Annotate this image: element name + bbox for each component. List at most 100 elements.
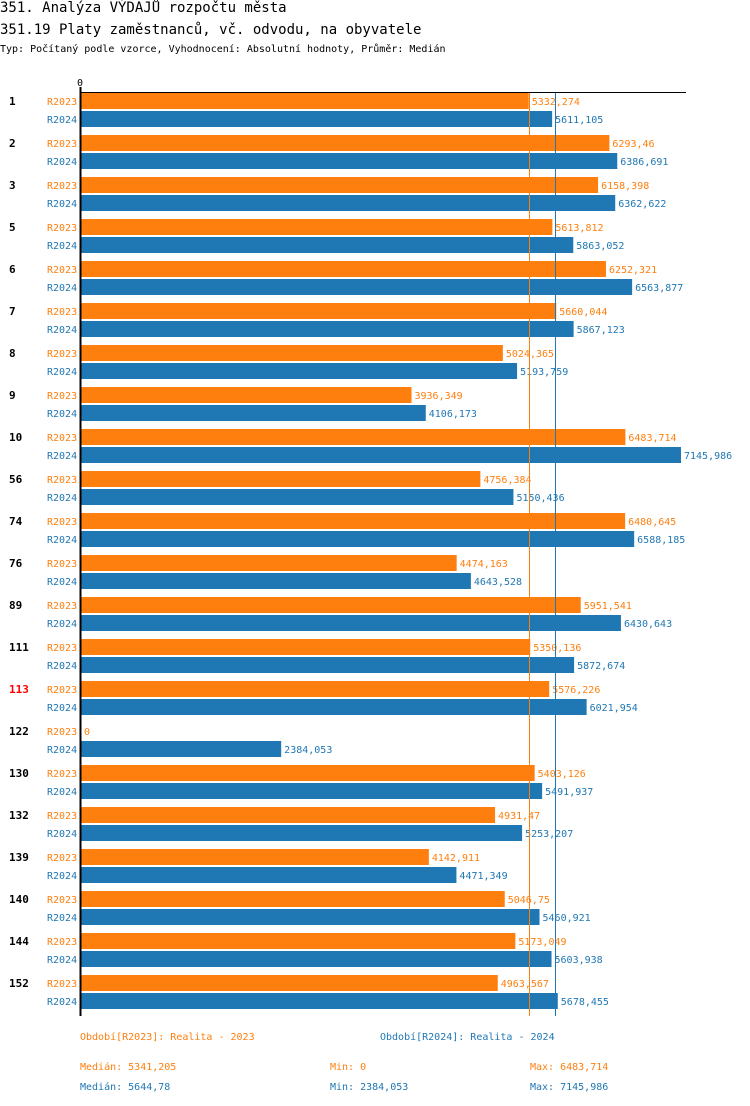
data-label: 0 <box>84 727 90 738</box>
data-label: 5867,123 <box>577 325 625 336</box>
bar-r2023 <box>81 387 412 403</box>
data-label: 6021,954 <box>590 703 638 714</box>
bar-r2023 <box>81 177 599 193</box>
series-label: R2024 <box>47 241 77 252</box>
bar-r2023 <box>81 639 531 655</box>
category-label: 144 <box>9 935 29 948</box>
data-label: 5046,75 <box>508 895 550 906</box>
bar-r2024 <box>81 783 543 799</box>
legend-r2023-max: Max: 6483,714 <box>530 1062 609 1073</box>
data-label: 6430,643 <box>624 619 672 630</box>
data-label: 6563,877 <box>635 283 683 294</box>
data-label: 5603,938 <box>555 955 603 966</box>
bar-r2024 <box>81 741 282 757</box>
series-label: R2024 <box>47 367 77 378</box>
data-label: 4142,911 <box>432 853 480 864</box>
legend-r2023-median: Medián: 5341,205 <box>80 1062 177 1073</box>
bar-r2024 <box>81 825 523 841</box>
category-label: 152 <box>9 977 29 990</box>
bar-r2023 <box>81 765 535 781</box>
data-label: 5678,455 <box>561 997 609 1008</box>
series-label: R2023 <box>47 433 77 444</box>
bar-r2024 <box>81 909 540 925</box>
data-label: 5350,136 <box>533 643 581 654</box>
bar-r2024 <box>81 405 426 421</box>
data-label: 4471,349 <box>459 871 507 882</box>
category-label: 132 <box>9 809 29 822</box>
data-label: 4474,163 <box>460 559 508 570</box>
series-label: R2023 <box>47 979 77 990</box>
bar-r2024 <box>81 573 471 589</box>
data-label: 5193,759 <box>520 367 568 378</box>
data-label: 5660,044 <box>559 307 607 318</box>
data-label: 6386,691 <box>620 157 668 168</box>
data-label: 5863,052 <box>576 241 624 252</box>
bar-r2024 <box>81 615 621 631</box>
bar-r2024 <box>81 993 558 1009</box>
category-label: 6 <box>9 263 16 276</box>
series-label: R2023 <box>47 937 77 948</box>
data-label: 4643,528 <box>474 577 522 588</box>
series-label: R2024 <box>47 493 77 504</box>
bar-r2024 <box>81 363 518 379</box>
chart-subtitle: 351.19 Platy zaměstnanců, vč. odvodu, na… <box>0 22 422 38</box>
series-label: R2024 <box>47 955 77 966</box>
data-label: 7145,986 <box>684 451 732 462</box>
series-label: R2024 <box>47 577 77 588</box>
bar-r2023 <box>81 429 626 445</box>
bar-r2023 <box>81 93 529 109</box>
series-label: R2024 <box>47 829 77 840</box>
category-label: 9 <box>9 389 16 402</box>
bar-r2023 <box>81 303 557 319</box>
series-label: R2024 <box>47 535 77 546</box>
bar-r2023 <box>81 597 581 613</box>
data-label: 5253,207 <box>525 829 573 840</box>
bar-r2023 <box>81 933 516 949</box>
series-label: R2024 <box>47 787 77 798</box>
series-label: R2023 <box>47 769 77 780</box>
data-label: 5611,105 <box>555 115 603 126</box>
series-label: R2023 <box>47 517 77 528</box>
bar-r2024 <box>81 111 553 127</box>
legend-r2024-max: Max: 7145,986 <box>530 1082 609 1093</box>
category-label: 2 <box>9 137 16 150</box>
series-label: R2024 <box>47 451 77 462</box>
series-label: R2023 <box>47 643 77 654</box>
series-label: R2023 <box>47 307 77 318</box>
series-label: R2024 <box>47 199 77 210</box>
category-label: 139 <box>9 851 29 864</box>
category-label: 140 <box>9 893 29 906</box>
series-label: R2023 <box>47 685 77 696</box>
series-label: R2023 <box>47 139 77 150</box>
series-label: R2024 <box>47 745 77 756</box>
bar-r2023 <box>81 555 457 571</box>
data-label: 5460,921 <box>543 913 591 924</box>
bar-r2024 <box>81 867 457 883</box>
axis-zero-label: 0 <box>77 78 83 89</box>
series-label: R2024 <box>47 157 77 168</box>
category-label: 111 <box>9 641 29 654</box>
series-label: R2023 <box>47 181 77 192</box>
data-label: 4963,567 <box>501 979 549 990</box>
series-label: R2023 <box>47 727 77 738</box>
data-label: 6293,46 <box>612 139 654 150</box>
category-label: 130 <box>9 767 29 780</box>
data-label: 2384,053 <box>284 745 332 756</box>
chart-info: Typ: Počítaný podle vzorce, Vyhodnocení:… <box>0 44 446 55</box>
bar-r2024 <box>81 321 574 337</box>
bar-r2024 <box>81 489 514 505</box>
bar-r2023 <box>81 513 626 529</box>
series-label: R2024 <box>47 409 77 420</box>
bar-r2023 <box>81 345 503 361</box>
data-label: 5576,226 <box>552 685 600 696</box>
category-label: 10 <box>9 431 22 444</box>
data-label: 5872,674 <box>577 661 625 672</box>
series-label: R2023 <box>47 475 77 486</box>
series-label: R2024 <box>47 619 77 630</box>
data-label: 6252,321 <box>609 265 657 276</box>
bar-r2024 <box>81 153 618 169</box>
series-label: R2023 <box>47 97 77 108</box>
series-label: R2023 <box>47 265 77 276</box>
legend-r2023-period: Období[R2023]: Realita - 2023 <box>80 1032 255 1043</box>
